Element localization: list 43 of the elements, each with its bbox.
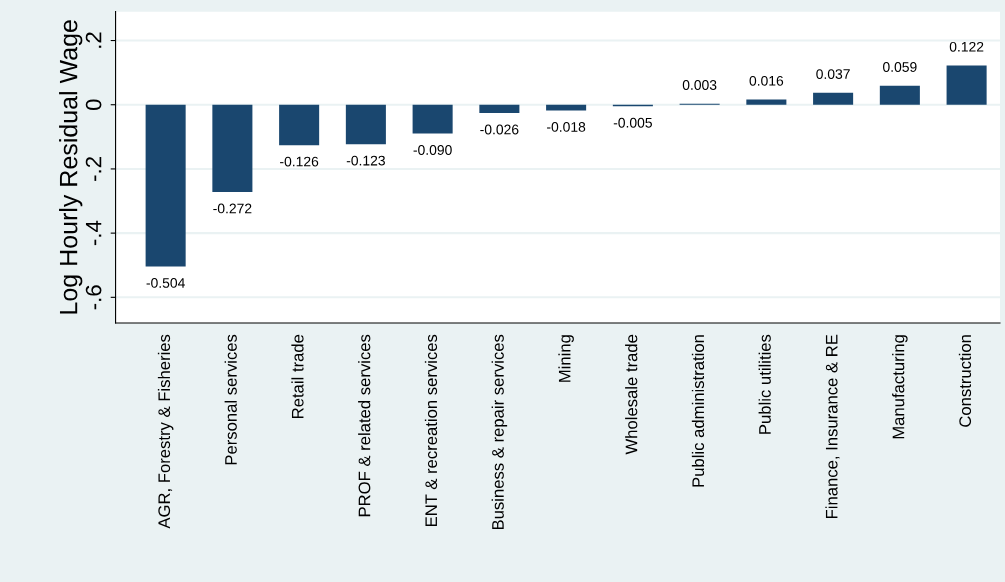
- y-tick-label: -.2: [85, 157, 102, 181]
- data-label: -0.026: [480, 124, 519, 135]
- data-label: -0.504: [146, 277, 185, 288]
- y-tick-label: .2: [85, 32, 102, 48]
- data-label: -0.272: [213, 203, 252, 214]
- data-label: -0.090: [413, 145, 452, 155]
- x-tick-label: Manufacturing: [892, 335, 908, 439]
- y-tick-label: 0: [85, 99, 102, 111]
- bar: [546, 104, 587, 111]
- x-tick-label: Finance, Insurance & RE: [825, 334, 840, 519]
- bar: [813, 92, 854, 105]
- data-label: -0.005: [613, 117, 652, 128]
- x-tick-label: ENT & recreation services: [424, 334, 438, 527]
- bar: [412, 104, 453, 134]
- y-tick-label: -.4: [85, 220, 102, 246]
- x-tick-label: Construction: [958, 335, 972, 427]
- bar: [279, 104, 320, 146]
- bar: [479, 104, 520, 114]
- x-tick-label: Business & repair services: [491, 334, 508, 530]
- data-label: 0.122: [949, 41, 984, 52]
- bar: [345, 104, 386, 145]
- x-tick-label: Retail trade: [291, 334, 304, 418]
- data-label: -0.123: [346, 155, 385, 166]
- x-tick-label: Personal services: [224, 334, 237, 465]
- bar: [212, 104, 253, 193]
- bar: [879, 85, 920, 105]
- data-label: 0.059: [883, 62, 917, 72]
- data-label: 0.037: [816, 69, 850, 79]
- x-tick-label: Public utilities: [758, 334, 771, 434]
- y-tick-label: -.6: [85, 285, 102, 310]
- x-tick-label: Wholesale trade: [625, 334, 638, 455]
- x-tick-label: AGR, Forestry & Fisheries: [157, 334, 174, 529]
- data-label: 0.003: [682, 80, 717, 90]
- bar: [946, 65, 987, 105]
- data-label: 0.016: [749, 75, 784, 86]
- bar: [145, 104, 186, 267]
- x-tick-label: Public administration: [691, 335, 705, 487]
- x-tick-label: Mining: [558, 335, 574, 382]
- x-tick-label: PROF & related services: [358, 334, 371, 517]
- data-label: -0.018: [547, 121, 586, 132]
- data-label: -0.126: [280, 156, 319, 167]
- bar: [746, 99, 787, 105]
- y-axis-title: Log Hourly Residual Wage: [59, 20, 83, 314]
